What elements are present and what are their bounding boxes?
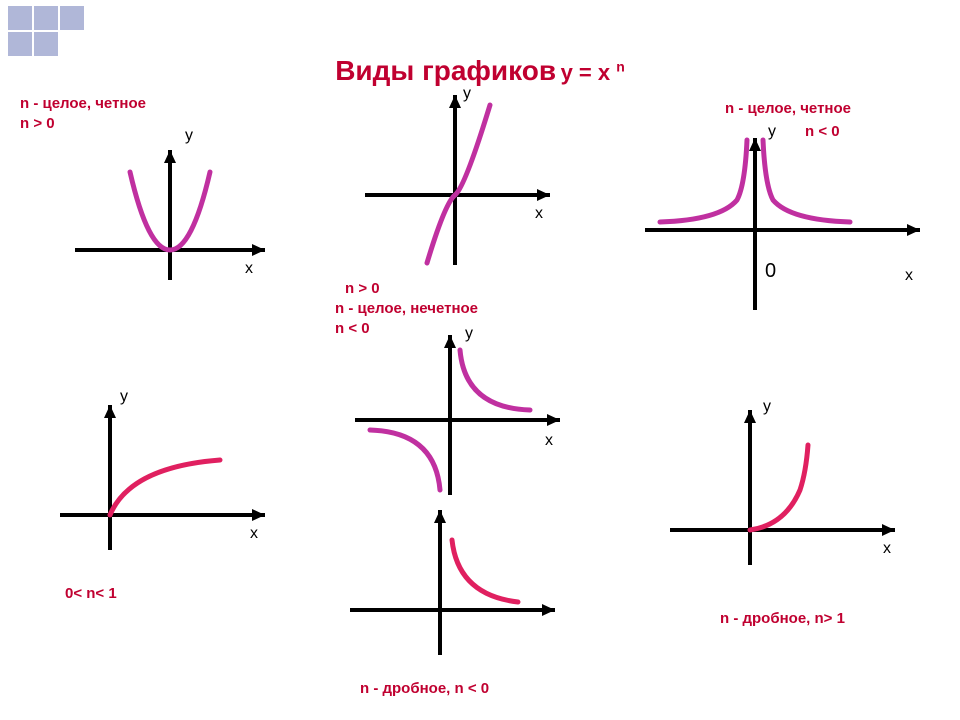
y-label: y <box>120 388 128 406</box>
decor-sq <box>34 6 58 30</box>
caption-line1: n - целое, четное <box>725 100 851 117</box>
chart-svg <box>55 380 295 560</box>
decor-sq <box>8 6 32 30</box>
panel-odd-neg: n - целое, нечетное n < 0 y x <box>335 300 605 500</box>
decor-sq <box>60 6 84 30</box>
panel-frac-neg: n - дробное, n < 0 <box>345 500 605 710</box>
caption: n - дробное, n> 1 <box>720 610 845 627</box>
chart-svg <box>345 500 575 665</box>
curve <box>110 460 220 515</box>
chart-svg <box>665 390 915 580</box>
caption: 0< n< 1 <box>65 585 117 602</box>
y-label: y <box>763 398 771 416</box>
curve-left <box>660 140 747 222</box>
caption-line2: n > 0 <box>20 115 55 132</box>
x-label: x <box>535 205 543 223</box>
curve <box>452 540 518 602</box>
panel-frac-gt1: y x n - дробное, n> 1 <box>665 380 945 660</box>
x-label: x <box>250 525 258 543</box>
curve-q1 <box>460 350 530 410</box>
title-main: Виды графиков <box>335 55 556 86</box>
panel-frac-0-1: y x 0< n< 1 <box>55 370 325 630</box>
y-label: y <box>768 123 776 141</box>
caption-line1: n - целое, четное <box>20 95 146 112</box>
chart-svg <box>355 85 575 275</box>
title-exp: n <box>616 59 625 75</box>
curve-right <box>763 140 850 222</box>
curve-q3 <box>370 430 440 490</box>
page-title: Виды графиков y = x n <box>0 55 960 87</box>
origin-label: 0 <box>765 260 776 283</box>
chart-svg <box>345 330 585 500</box>
x-label: x <box>905 267 913 285</box>
panel-even-pos: n - целое, четное n > 0 y x <box>20 95 300 305</box>
y-label: y <box>185 127 193 145</box>
caption-line1: n > 0 <box>345 280 380 297</box>
y-label: y <box>463 85 471 103</box>
x-label: x <box>245 260 253 278</box>
panel-even-neg: n - целое, четное n < 0 y 0 x <box>640 95 950 315</box>
caption: n - дробное, n < 0 <box>360 680 489 697</box>
x-label: x <box>545 432 553 450</box>
panel-odd-pos: y x n > 0 <box>345 85 605 315</box>
title-eq: y = x <box>561 60 611 85</box>
caption-top1: n - целое, нечетное <box>335 300 478 317</box>
decor-sq <box>8 32 32 56</box>
chart-svg <box>640 130 930 320</box>
x-label: x <box>883 540 891 558</box>
decor-sq <box>34 32 58 56</box>
curve <box>750 445 808 530</box>
curve <box>427 105 490 263</box>
y-label: y <box>465 325 473 343</box>
